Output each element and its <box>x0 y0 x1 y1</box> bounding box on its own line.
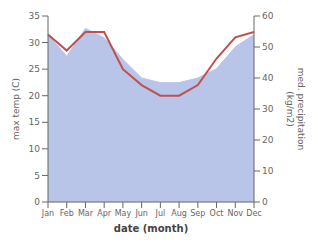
svg-text:30: 30 <box>262 104 274 114</box>
svg-text:5: 5 <box>34 171 40 181</box>
svg-text:max temp (C): max temp (C) <box>11 78 21 140</box>
svg-text:Jan: Jan <box>41 209 54 218</box>
svg-text:med. precipitation(kg/m2): med. precipitation(kg/m2) <box>285 68 306 150</box>
svg-text:60: 60 <box>262 11 274 21</box>
svg-text:20: 20 <box>29 91 41 101</box>
svg-text:0: 0 <box>34 197 40 207</box>
svg-text:10: 10 <box>262 166 274 176</box>
svg-text:Feb: Feb <box>60 209 74 218</box>
svg-text:25: 25 <box>29 64 40 74</box>
svg-text:35: 35 <box>29 11 40 21</box>
svg-text:date (month): date (month) <box>114 223 188 234</box>
svg-text:May: May <box>115 209 132 218</box>
svg-text:Mar: Mar <box>78 209 94 218</box>
svg-text:20: 20 <box>262 135 274 145</box>
svg-text:Nov: Nov <box>227 209 243 218</box>
svg-text:Dec: Dec <box>246 209 261 218</box>
svg-text:Sep: Sep <box>190 209 205 218</box>
svg-text:30: 30 <box>29 38 41 48</box>
svg-text:Apr: Apr <box>97 209 112 218</box>
svg-text:10: 10 <box>29 144 41 154</box>
svg-text:Jun: Jun <box>134 209 148 218</box>
svg-text:Jul: Jul <box>155 209 166 218</box>
svg-text:15: 15 <box>29 117 40 127</box>
svg-text:Aug: Aug <box>171 209 187 218</box>
svg-text:50: 50 <box>262 42 274 52</box>
svg-text:Oct: Oct <box>210 209 224 218</box>
svg-text:0: 0 <box>262 197 268 207</box>
svg-text:40: 40 <box>262 73 274 83</box>
